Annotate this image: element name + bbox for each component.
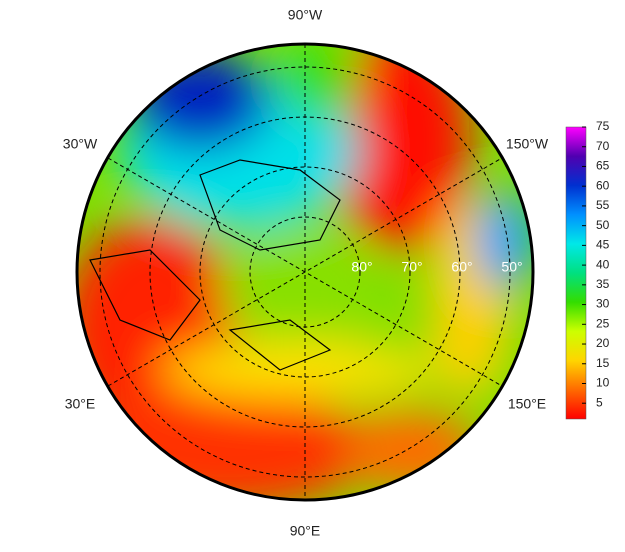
longitude-label: 30°W — [63, 136, 98, 152]
colorbar-tick-label: 65 — [596, 159, 610, 173]
colorbar-tick-label: 25 — [596, 316, 610, 330]
colorbar-tick-label: 15 — [596, 356, 610, 370]
colorbar-tick-label: 60 — [596, 178, 610, 192]
colorbar-tick-label: 55 — [596, 198, 610, 212]
map-outline — [75, 42, 535, 502]
longitude-label: 150°E — [508, 396, 546, 412]
map-field — [77, 44, 533, 500]
colorbar-tick-label: 5 — [596, 395, 603, 409]
colorbar-tick-label: 75 — [596, 119, 610, 133]
colorbar-tick-label: 10 — [596, 376, 610, 390]
longitude-label: 90°E — [290, 523, 321, 539]
longitude-label: 90°W — [288, 7, 323, 23]
colorbar-tick-label: 35 — [596, 277, 610, 291]
colorbar-tick-label: 30 — [596, 297, 610, 311]
colorbar-tick-label: 20 — [596, 336, 610, 350]
colorbar-tick-label: 45 — [596, 238, 610, 252]
longitude-label: 30°E — [65, 396, 96, 412]
colorbar-tick-label: 40 — [596, 257, 610, 271]
latitude-label: 80° — [351, 259, 372, 275]
colorbar-tick-label: 50 — [596, 218, 610, 232]
latitude-label: 60° — [451, 259, 472, 275]
colorbar-tick-label: 70 — [596, 139, 610, 153]
latitude-label: 70° — [401, 259, 422, 275]
latitude-label: 50° — [501, 259, 522, 275]
colorbar — [565, 126, 587, 420]
longitude-label: 150°W — [506, 136, 549, 152]
